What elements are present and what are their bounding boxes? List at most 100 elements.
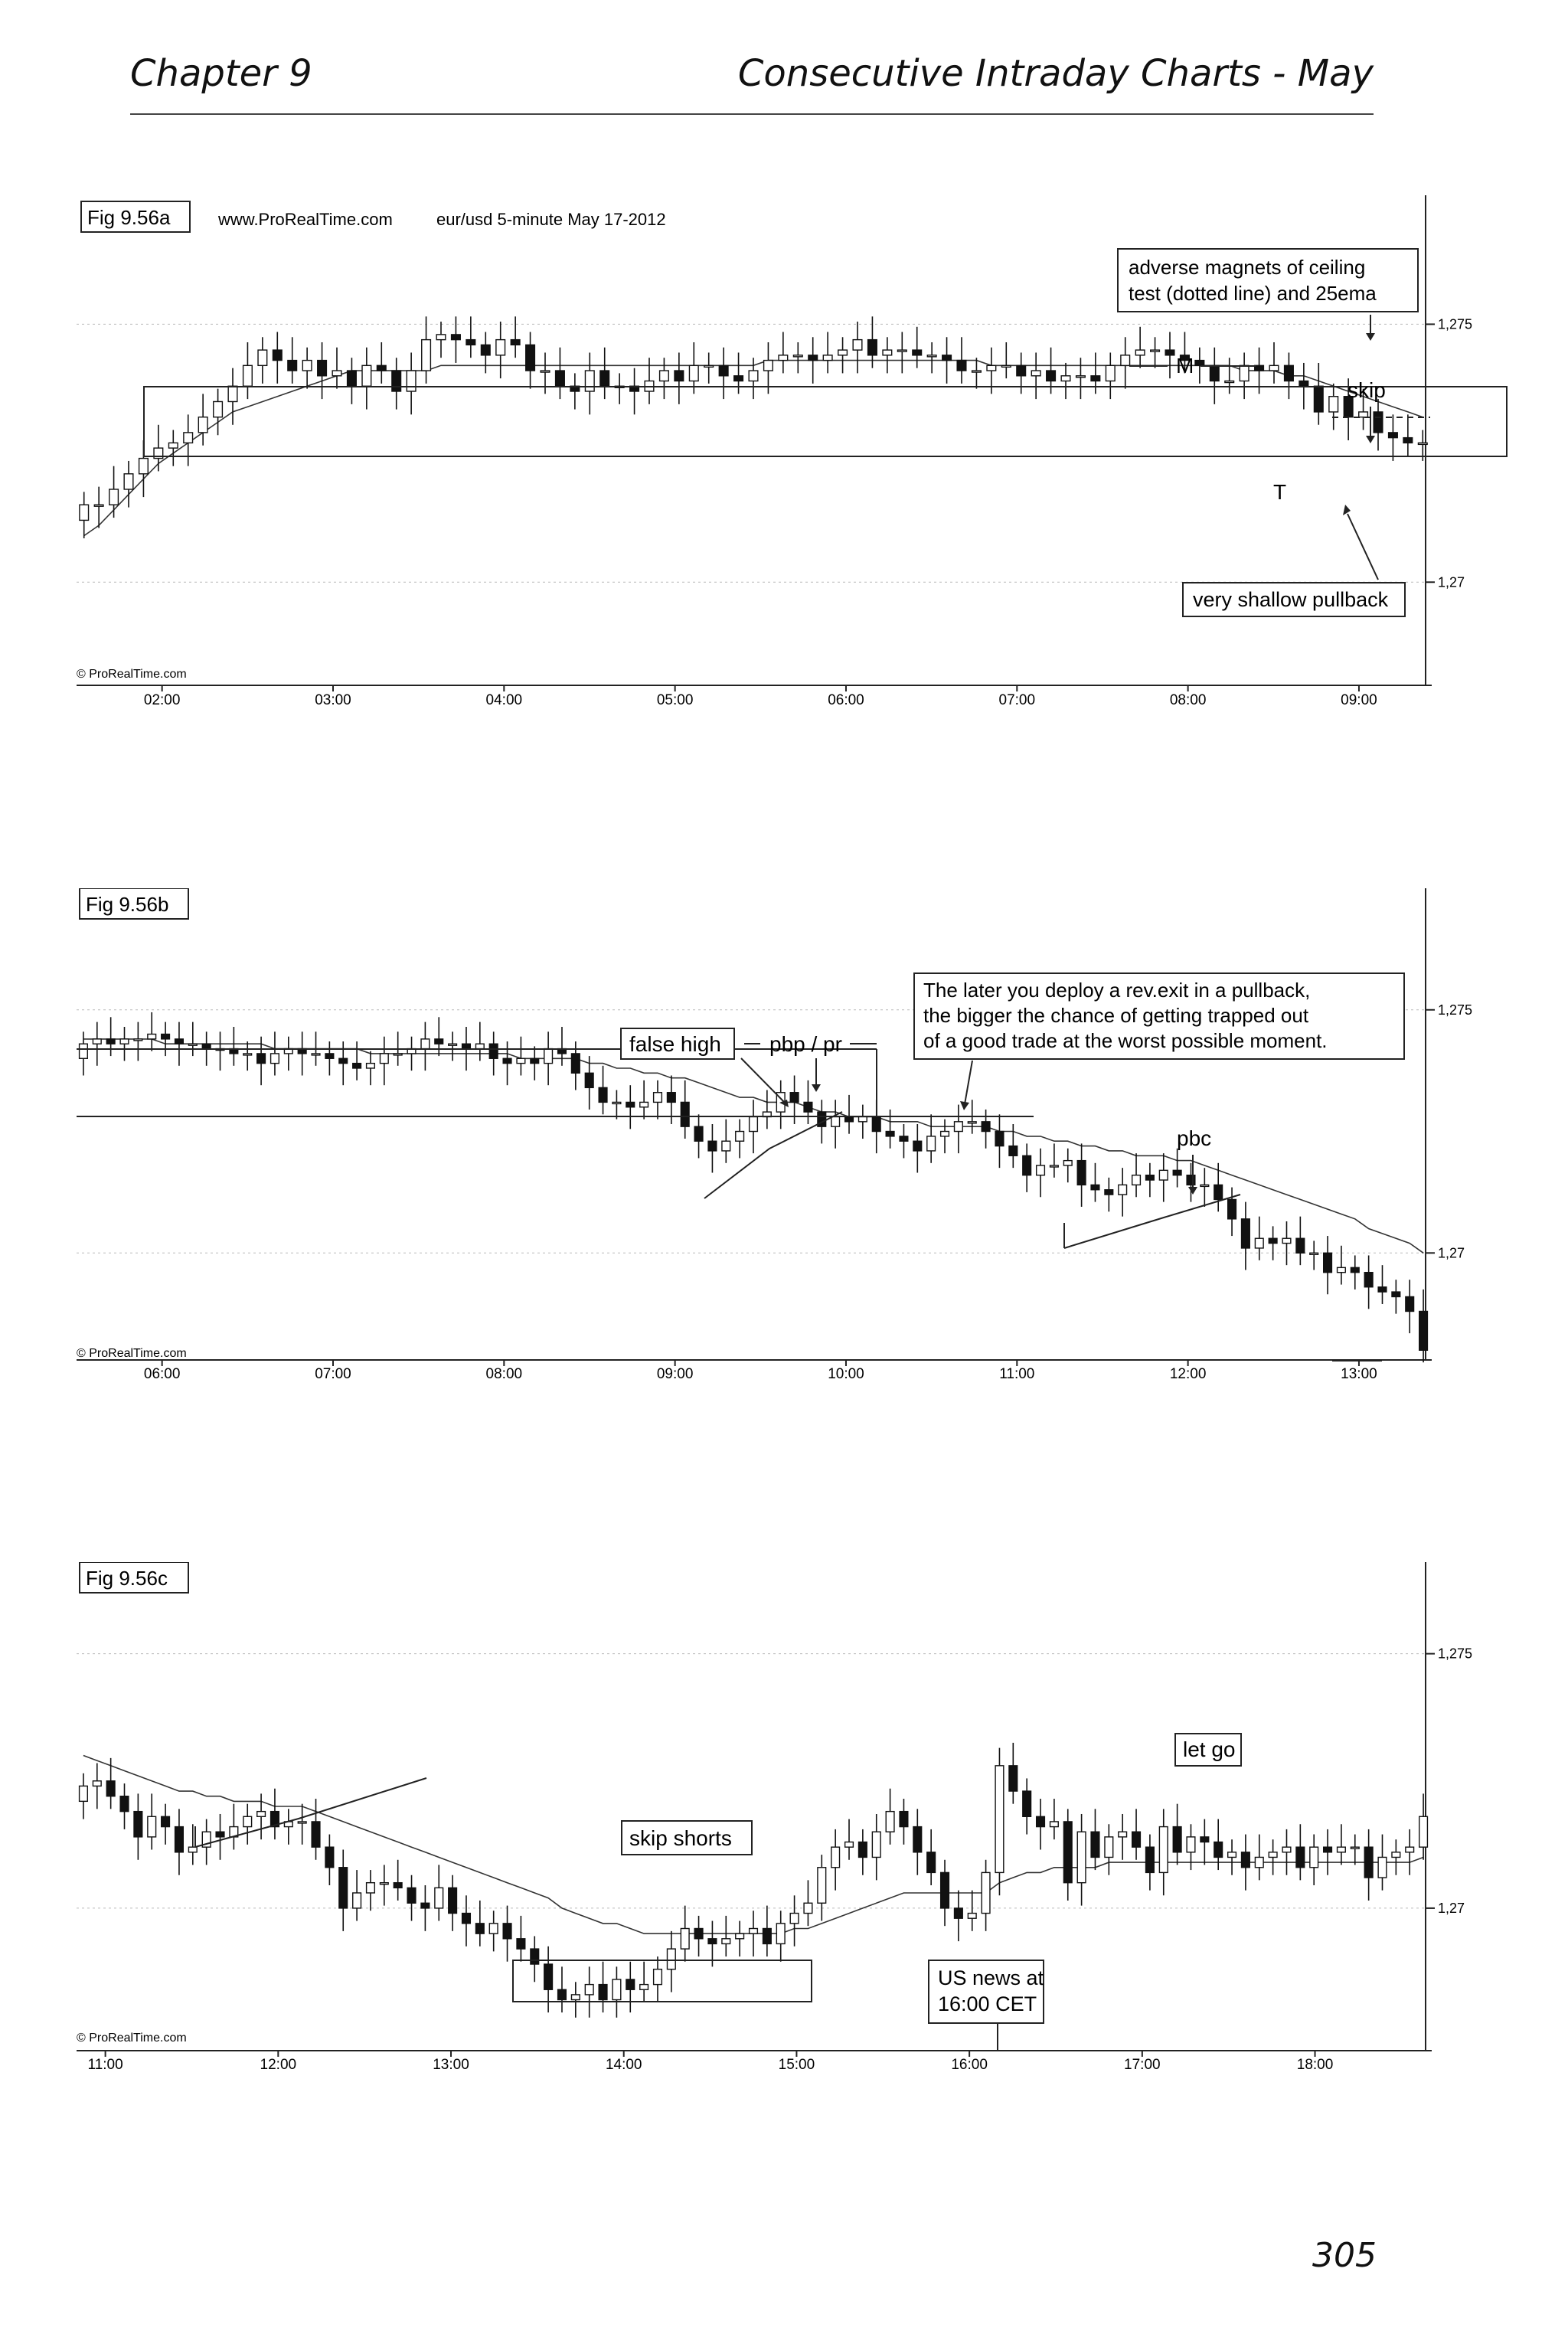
candle-body (448, 1043, 458, 1046)
candle-body (570, 1053, 580, 1074)
candle-body (530, 1948, 540, 1965)
candle-body (376, 364, 387, 371)
candle-body (1295, 1237, 1305, 1254)
annotation-pbp: pbp / pr (769, 1032, 842, 1056)
annotation-box (928, 1960, 1044, 2024)
candle-body (1200, 1184, 1210, 1188)
candle-body (270, 1810, 280, 1828)
candle-body (106, 1780, 116, 1797)
candle-body (817, 1867, 827, 1904)
candle-body (1358, 411, 1369, 418)
candle-body (147, 1816, 157, 1838)
candle-body (256, 1810, 266, 1817)
candle-body (570, 1994, 580, 2001)
time-label: 15:00 (779, 2057, 815, 2073)
candle-body (735, 1933, 745, 1940)
candle-body (694, 1126, 704, 1142)
candle-body (1224, 380, 1235, 384)
candle-body (939, 1130, 950, 1137)
candle-body (215, 1831, 225, 1838)
candle-body (1391, 1852, 1401, 1858)
candle-body (1031, 370, 1041, 377)
candle-body (325, 1846, 335, 1868)
candles (78, 1012, 1429, 1363)
candle-body (688, 364, 699, 382)
candle-body (1254, 364, 1265, 371)
annotation-later-1: The later you deploy a rev.exit in a pul… (923, 979, 1310, 1002)
candle-body (227, 385, 238, 403)
candle-body (352, 1062, 362, 1069)
candle-body (584, 370, 595, 392)
candle-body (495, 338, 506, 356)
candle-body (133, 1810, 143, 1838)
candle-body (544, 1963, 554, 1990)
candle-body (1150, 349, 1161, 352)
candle-body (1008, 1765, 1018, 1792)
candle-body (1179, 355, 1190, 361)
chart-panel-c: 11:00 12:00 13:00 14:00 15:00 16:00 17:00 18:00… (77, 1562, 1531, 2098)
page-number: 305 (1312, 2236, 1377, 2275)
candle-body (598, 1983, 608, 2001)
candle-body (778, 355, 789, 361)
candle-body (123, 473, 134, 490)
time-label: 18:00 (1297, 2057, 1334, 2073)
fig-label: Fig 9.56a (87, 206, 171, 229)
candle-body (352, 1892, 362, 1909)
candle-body (748, 1927, 759, 1934)
candle-body (658, 370, 669, 382)
candle-body (817, 1111, 827, 1127)
candle-body (939, 1871, 950, 1909)
candle-body (953, 1121, 963, 1133)
candle-body (201, 1831, 211, 1848)
annotation-later-2: the bigger the chance of getting trapped… (923, 1004, 1309, 1027)
candle-body (488, 1923, 498, 1934)
price-axis: 1,275 1,27 (1426, 316, 1472, 590)
candle-body (971, 370, 982, 373)
candle-body (735, 1130, 745, 1142)
candle-body (831, 1116, 841, 1127)
annotation-box (1182, 582, 1406, 617)
price-grid (77, 323, 1426, 583)
candle-body (242, 364, 253, 387)
time-label: 14:00 (606, 2057, 642, 2073)
candle-body (1063, 1159, 1073, 1166)
series-description: eur/usd 5-minute May 17-2012 (436, 210, 666, 229)
candle-body (1239, 364, 1250, 382)
candle-body (1158, 1826, 1168, 1874)
annotation-skip-shorts: skip shorts (629, 1826, 732, 1850)
candle-body (1035, 1165, 1046, 1176)
candle-body (1405, 1846, 1415, 1853)
candle-body (272, 349, 283, 361)
candle-body (393, 1881, 403, 1889)
candle-body (1268, 1237, 1278, 1244)
candle-body (1035, 1816, 1046, 1828)
candle-body (871, 1831, 881, 1858)
candle-body (1076, 1831, 1086, 1884)
candle-body (311, 1053, 321, 1056)
candle-body (1090, 375, 1101, 382)
candle-body (913, 1826, 923, 1853)
candle-body (434, 1887, 444, 1909)
candle-body (956, 359, 967, 371)
annotation-box (620, 1028, 735, 1060)
time-label: 16:00 (951, 2057, 988, 2073)
candle-body (926, 355, 937, 358)
candle-body (704, 364, 714, 368)
candle-body (1075, 375, 1086, 378)
candle-body (776, 1923, 786, 1945)
price-label: 1,27 (1438, 1901, 1465, 1916)
candle-body (808, 355, 818, 361)
candle-body (1417, 442, 1428, 446)
candle-body (926, 1852, 936, 1874)
candle-body (1118, 1831, 1128, 1838)
candle-body (406, 370, 416, 392)
candle-body (1165, 349, 1175, 356)
candle-body (612, 1101, 622, 1105)
candle-body (302, 359, 312, 371)
candle-body (1295, 1846, 1305, 1868)
candle-body (1364, 1846, 1374, 1878)
candle-body (803, 1902, 813, 1914)
candle-body (1419, 1816, 1429, 1848)
annotation-later-3: of a good trade at the worst possible mo… (923, 1029, 1328, 1052)
candle-body (448, 1887, 458, 1914)
